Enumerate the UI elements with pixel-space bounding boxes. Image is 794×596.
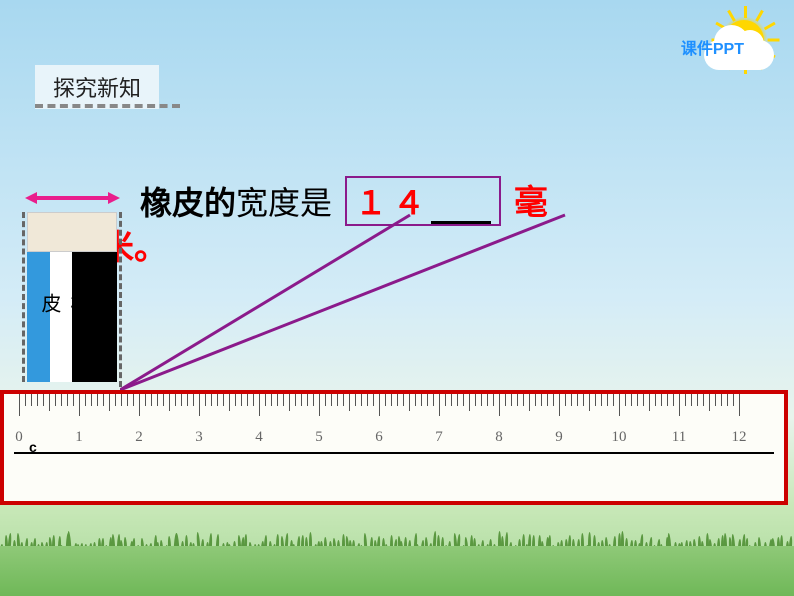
- eraser-label: 橡皮: [35, 293, 93, 315]
- unit-part1: 毫: [514, 184, 548, 222]
- section-underline: [35, 104, 180, 108]
- ruler-ticks: [4, 394, 784, 429]
- answer-underline: [431, 221, 491, 224]
- ruler-baseline: [14, 452, 774, 454]
- section-title: 探究新知: [35, 65, 159, 109]
- measure-line-right: [119, 212, 122, 387]
- eraser-stripes: [27, 252, 117, 382]
- grass-ground: [0, 546, 794, 596]
- ruler: 0123456789101112 c: [0, 390, 788, 505]
- cm-label: c: [29, 439, 37, 455]
- callout-lines: [120, 210, 580, 400]
- question-middle: 宽度是: [236, 185, 332, 221]
- measure-line-left: [22, 212, 25, 382]
- answer-value: １４: [355, 185, 431, 221]
- width-arrow: [25, 188, 120, 208]
- question-prefix: 橡皮的: [140, 185, 236, 221]
- ruler-numbers: 0123456789101112: [4, 429, 784, 454]
- eraser-top: [27, 212, 117, 252]
- ppt-label: 课件PPT: [681, 35, 744, 59]
- question-text: 橡皮的宽度是 １４ 毫: [140, 175, 548, 226]
- answer-box: １４: [345, 176, 501, 226]
